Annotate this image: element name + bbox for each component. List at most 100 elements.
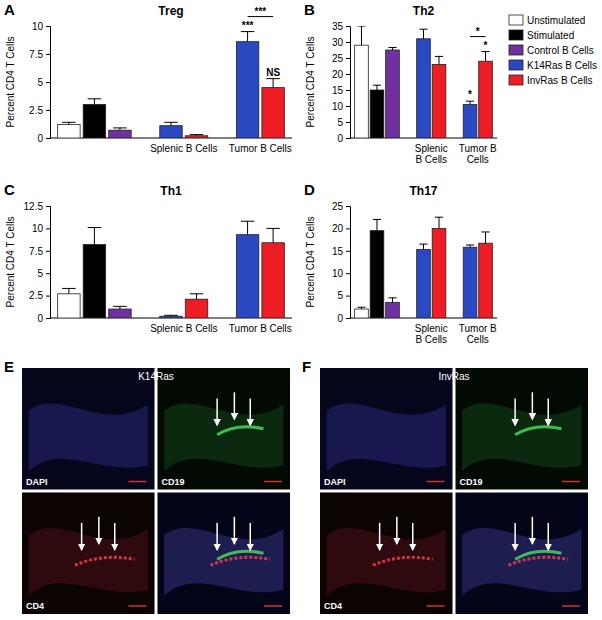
bar [432,64,446,138]
arrow [514,398,516,425]
legend-label: InvRas B Cells [527,75,593,86]
legend-swatch [509,30,523,40]
error-bar [376,219,377,230]
bar [386,50,400,138]
bracket-label: * [476,26,480,37]
error-cap [373,219,381,220]
y-axis: 0510152025 [332,201,351,324]
y-tick: 0 [37,133,50,144]
image-quadrant [456,493,589,615]
error-cap [435,217,443,218]
y-tick: 10 [332,101,350,112]
plot-area: 02.557.51012.5Percent CD4 T CellsSplenic… [5,201,292,334]
y-tick-label: 10 [332,268,344,279]
legend-label: Control B Cells [527,45,594,56]
panel-letter: A [4,1,15,18]
plot-area: 02.557.510Percent CD4 T Cells***NS***Spl… [5,6,292,154]
y-tick-mark [346,74,350,75]
tissue-signal [327,528,446,596]
error-bar [485,232,486,243]
y-tick-mark [46,251,50,252]
bars [58,32,285,138]
y-tick-label: 5 [37,77,43,88]
bar [83,245,105,318]
y-tick: 2.5 [29,290,50,301]
legend: UnstimulatedStimulatedControl B CellsK14… [509,15,597,86]
error-bar [273,79,274,88]
arrow [379,523,381,550]
error-cap [373,85,381,86]
image-quadrant: DAPI [22,368,155,490]
y-axis-title: Percent CD4 T Cells [305,217,316,308]
x-category-label: SplenicB Cells [415,323,448,345]
figure: 02.557.510Percent CD4 T Cells***NS***Spl… [0,0,602,620]
y-tick-label: 20 [332,69,344,80]
channel-label: CD19 [460,477,483,487]
y-tick: 5 [37,268,50,279]
bar [160,126,182,138]
y-tick-mark [346,296,350,297]
plot-area: 05101520253035Percent CD4 T Cells***Sple… [305,21,497,165]
error-cap [357,307,365,308]
bar [109,130,131,138]
y-axis-title: Percent CD4 T Cells [305,37,316,128]
bar [83,104,105,138]
channel-label: DAPI [324,477,346,487]
tissue-signal [327,403,446,471]
cd4-signal [75,557,135,565]
y-tick-label: 2.5 [29,105,43,116]
y-tick-mark [346,26,350,27]
legend-item: Control B Cells [509,45,594,56]
y-tick-label: 10 [332,101,344,112]
panel: 05101520253035Percent CD4 T Cells***Sple… [304,1,497,165]
y-tick: 0 [37,313,50,324]
bar [262,88,284,138]
x-category-label: Tumor B Cells [229,323,292,334]
error-cap [88,98,101,99]
y-tick: 7.5 [29,246,50,257]
error-cap [481,231,489,232]
legend-swatch [509,45,523,55]
arrow [81,523,83,550]
y-tick: 10 [32,223,50,234]
error-cap [481,51,489,52]
y-tick-mark [346,90,350,91]
y-tick: 2.5 [29,105,50,116]
legend-swatch [509,60,523,70]
scale-bar [264,605,282,607]
image-title: InvRas [438,371,469,382]
y-tick-label: 25 [332,53,344,64]
channel-label: CD4 [26,601,44,611]
arrow [396,517,398,544]
arrow [548,523,550,550]
arrow [98,517,100,544]
y-tick-label: 15 [332,246,344,257]
y-axis-line [346,27,351,139]
bar [386,302,400,318]
error-bar [423,244,424,249]
bar [463,104,477,138]
scale-bar [562,605,580,607]
y-tick: 20 [332,223,350,234]
bar [417,39,431,138]
error-bar [376,85,377,90]
plot-area: 0510152025Percent CD4 T CellsSplenicB Ce… [305,201,497,345]
error-bar [439,56,440,64]
y-tick-label: 7.5 [29,246,43,257]
error-cap [419,29,427,30]
cd4-signal [373,557,433,565]
y-tick-label: 5 [37,268,43,279]
error-cap [62,288,75,289]
panel-letter: C [4,181,15,198]
error-cap [466,244,474,245]
y-tick-mark [346,251,350,252]
x-category-label: Tumor BCells [459,143,497,165]
panel: 02.557.51012.5Percent CD4 T CellsSplenic… [4,181,292,334]
y-tick: 0 [337,133,350,144]
x-category-label: Tumor B Cells [229,143,292,154]
bar [370,90,384,138]
y-tick-mark [46,26,50,27]
significance-label: * [468,89,472,100]
quadrant-background [158,368,291,490]
y-tick-mark [346,138,350,139]
